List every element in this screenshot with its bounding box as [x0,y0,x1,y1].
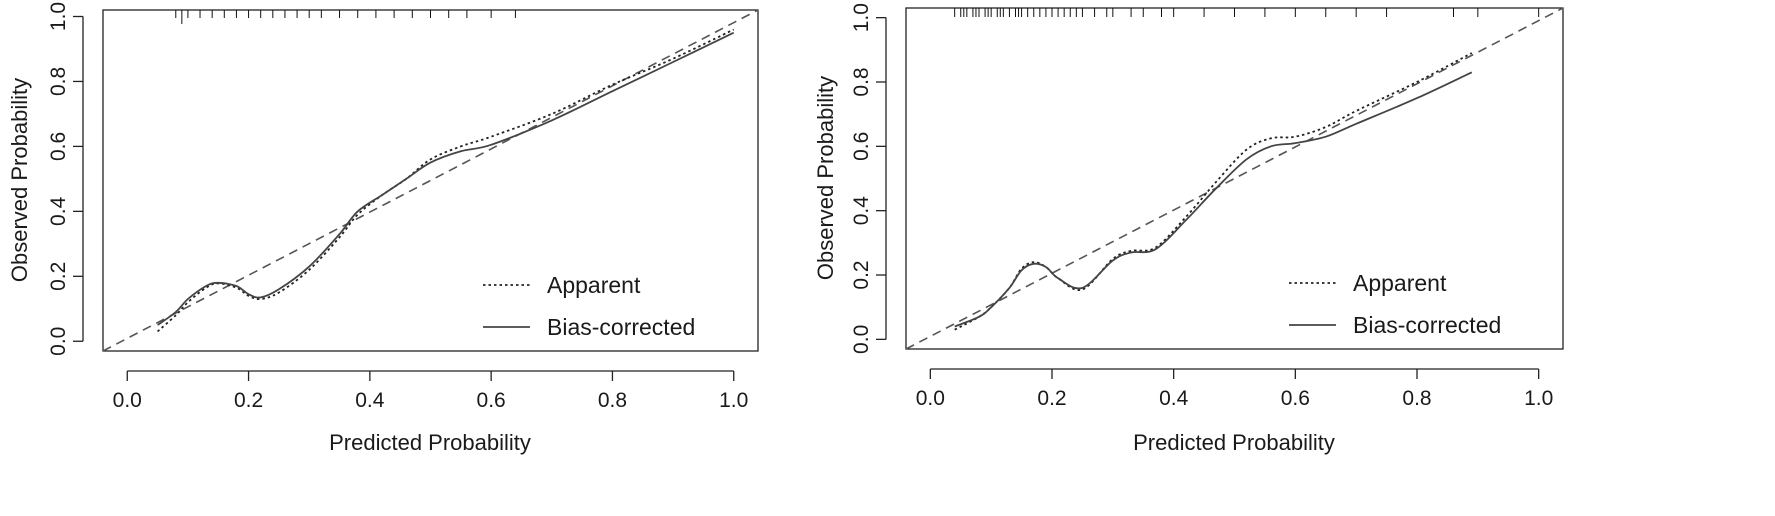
ideal-reference-line [102,9,759,352]
x-axis: 0.0 0.2 0.4 0.6 0.8 1.0 [113,370,748,412]
calibration-chart-left: 0.0 0.2 0.4 0.6 0.8 1.0 0.0 0.2 0.4 0.6 0.8 1.0 Pr… [7,2,759,455]
legend-apparent-label: Apparent [547,272,641,298]
y-axis-title: Observed Probability [813,76,838,280]
y-tick-label: 1.0 [47,2,70,31]
series-bias-corrected-line [954,71,1473,328]
legend-bias-corrected-label: Bias-corrected [1353,312,1501,338]
y-axis: 0.0 0.2 0.4 0.6 0.8 1.0 [850,3,887,354]
y-ticks: 0.0 0.2 0.4 0.6 0.8 1.0 [850,3,886,354]
x-tick-label: 0.0 [113,389,142,412]
x-tick-label: 1.0 [719,389,748,412]
x-tick-label: 0.4 [1159,387,1189,410]
x-axis: 0.0 0.2 0.4 0.6 0.8 1.0 [916,368,1553,410]
ideal-reference-line [905,7,1564,350]
legend: Apparent Bias-corrected [483,272,695,340]
y-tick-label: 0.4 [850,196,873,226]
y-axis: 0.0 0.2 0.4 0.6 0.8 1.0 [47,2,84,356]
y-tick-label: 0.2 [850,260,873,289]
legend-bias-corrected-label: Bias-corrected [547,314,695,340]
y-tick-label: 0.6 [47,132,70,161]
x-tick-label: 1.0 [1524,387,1553,410]
series-bias-corrected-line [157,31,735,326]
x-tick-label: 0.2 [1037,387,1066,410]
y-tick-label: 0.8 [850,67,873,96]
rug-marks [954,8,1540,17]
x-axis-title: Predicted Probability [329,430,531,455]
x-tick-label: 0.8 [598,389,627,412]
x-tick-label: 0.6 [1281,387,1310,410]
y-tick-label: 0.0 [850,325,873,354]
x-axis-title: Predicted Probability [1133,430,1335,455]
y-axis-title: Observed Probability [7,78,32,282]
x-tick-label: 0.6 [477,389,506,412]
rug-marks [175,10,516,24]
y-tick-label: 1.0 [850,3,873,32]
legend: Apparent Bias-corrected [1289,270,1501,338]
x-ticks: 0.0 0.2 0.4 0.6 0.8 1.0 [916,369,1553,410]
x-ticks: 0.0 0.2 0.4 0.6 0.8 1.0 [113,371,748,412]
y-tick-label: 0.6 [850,132,873,161]
x-tick-label: 0.0 [916,387,945,410]
x-tick-label: 0.2 [234,389,263,412]
y-tick-label: 0.2 [47,262,70,291]
y-ticks: 0.0 0.2 0.4 0.6 0.8 1.0 [47,2,83,356]
y-tick-label: 0.4 [47,196,70,226]
y-tick-label: 0.0 [47,327,70,356]
calibration-chart-right: 0.0 0.2 0.4 0.6 0.8 1.0 0.0 0.2 0.4 0.6 0.8 1.0 Pr… [813,3,1564,455]
y-tick-label: 0.8 [47,67,70,96]
x-tick-label: 0.4 [355,389,385,412]
legend-apparent-label: Apparent [1353,270,1447,296]
x-tick-label: 0.8 [1402,387,1431,410]
